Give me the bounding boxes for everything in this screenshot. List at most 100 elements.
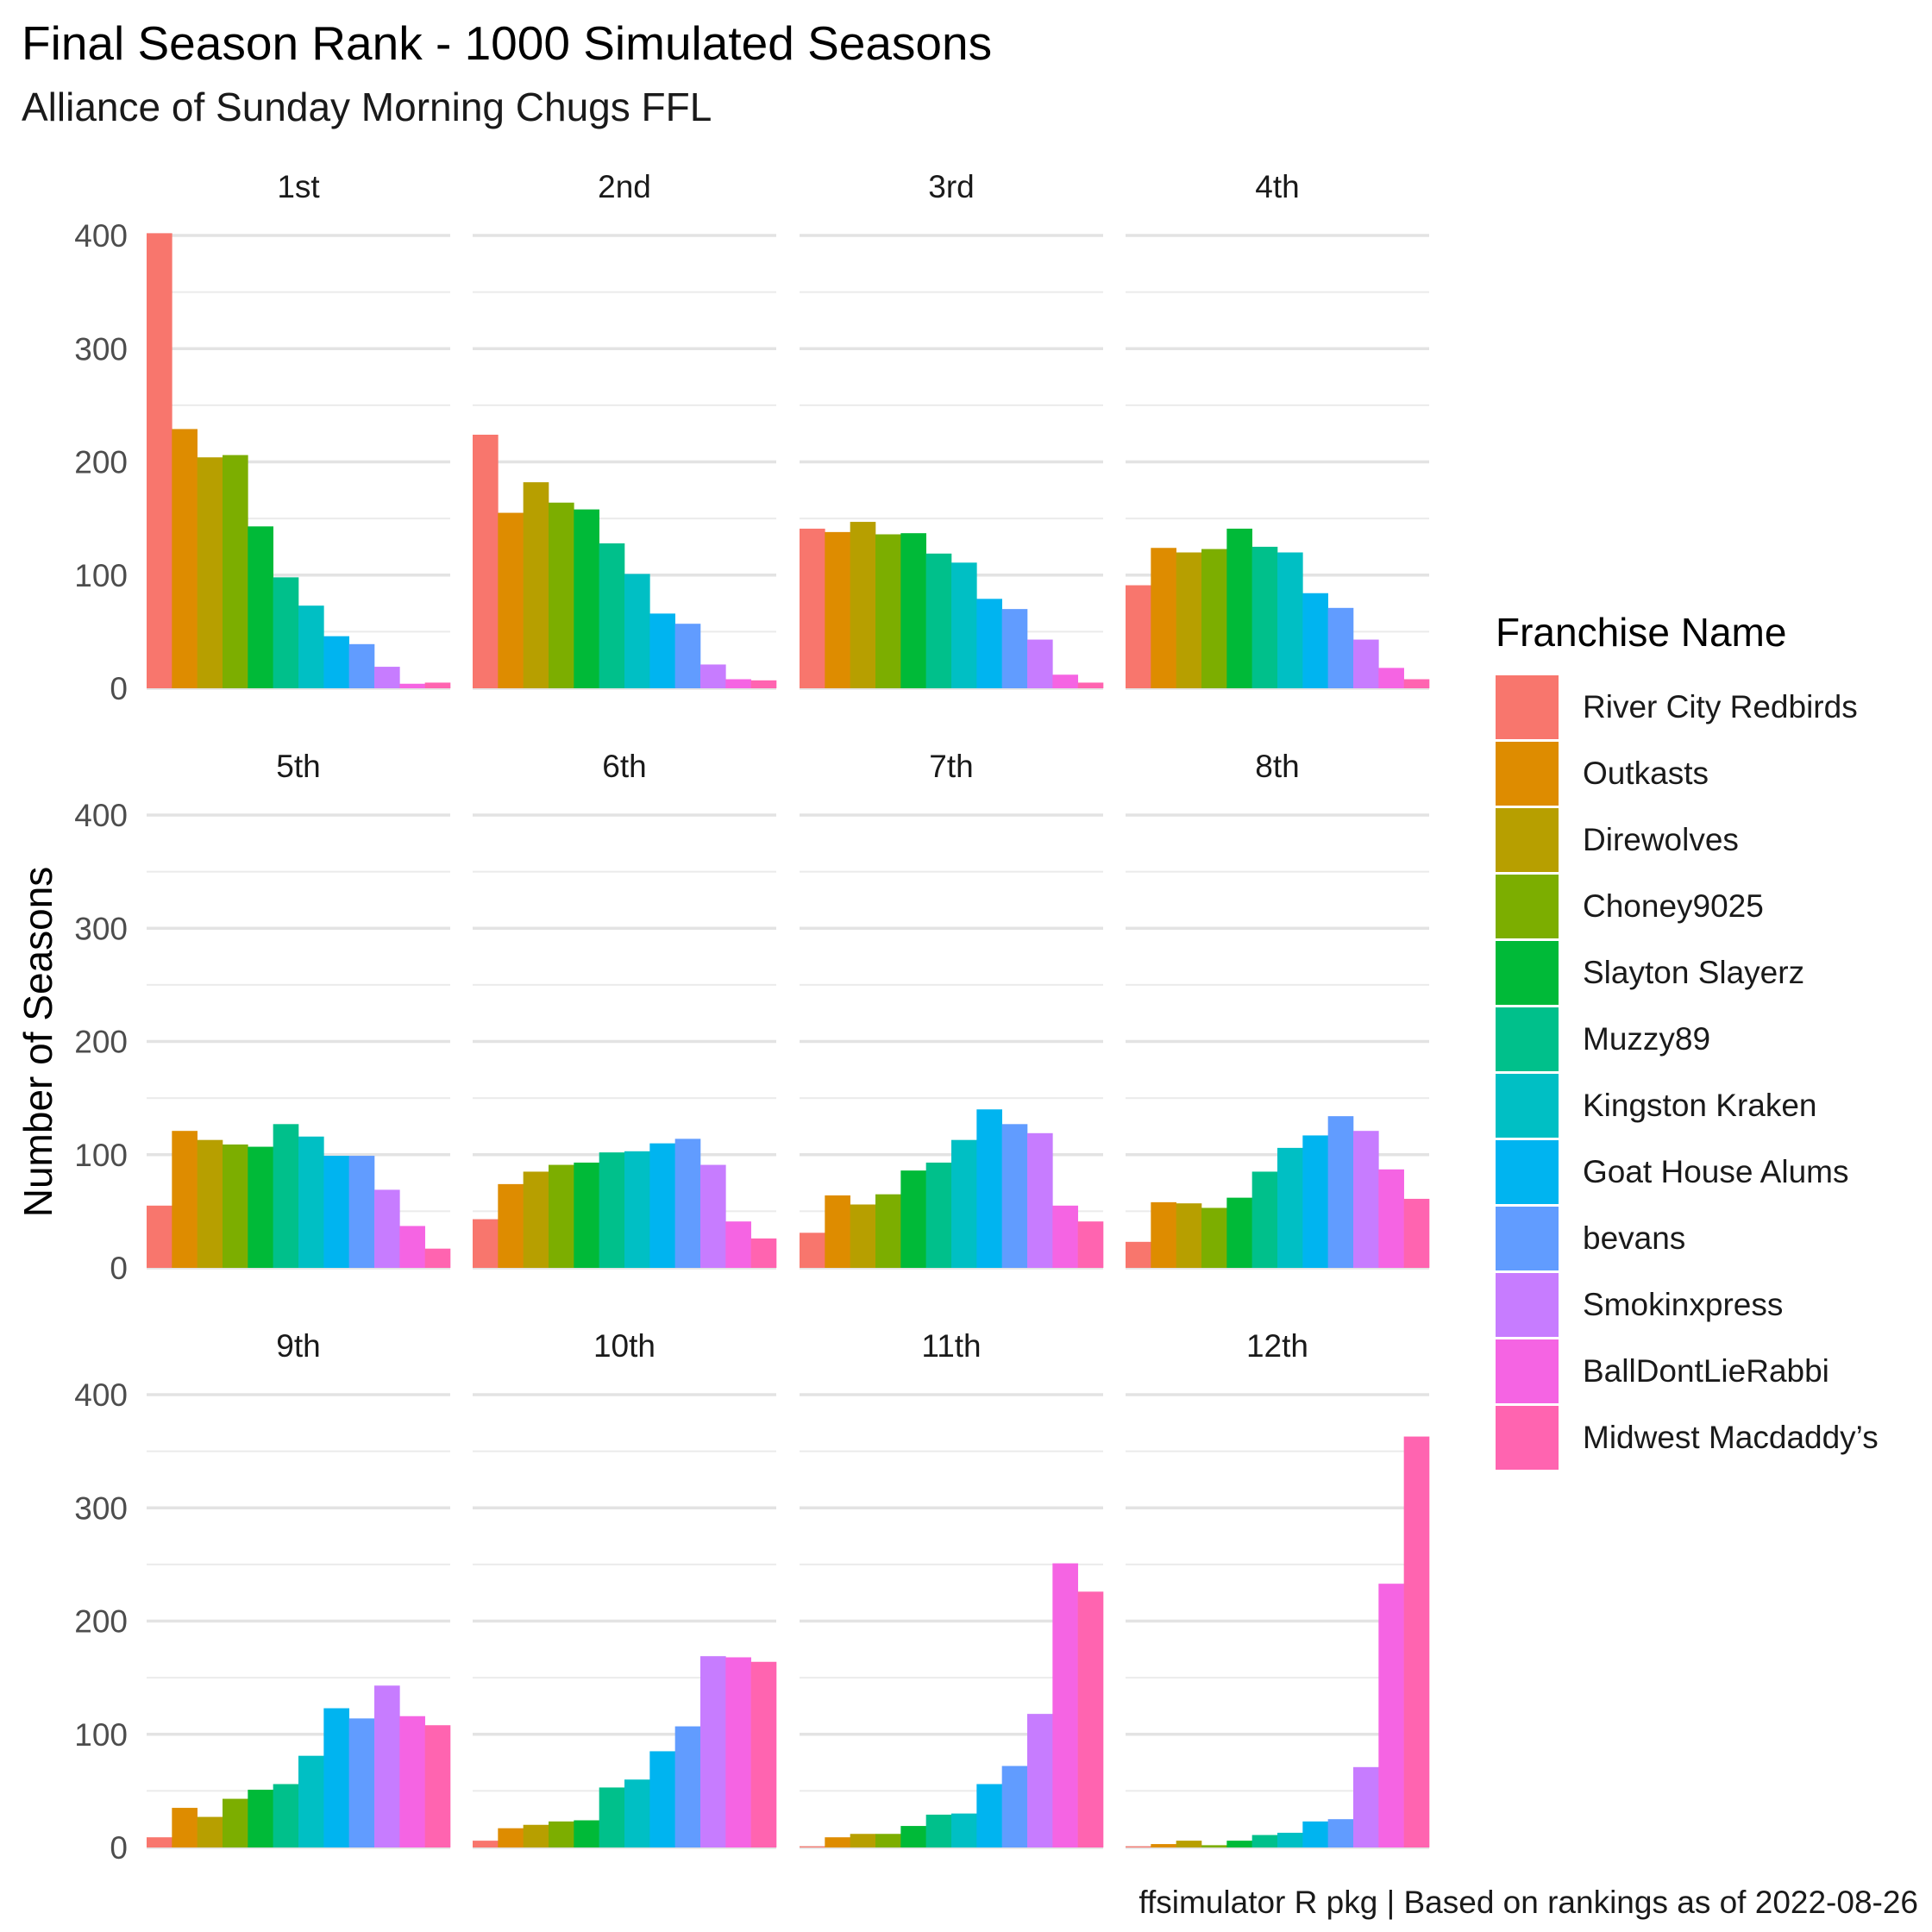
bar: [298, 1136, 324, 1268]
facet-label: 7th: [929, 749, 973, 784]
bar: [1176, 552, 1202, 688]
bar: [875, 534, 901, 688]
y-tick-label: 200: [74, 1025, 128, 1060]
bar: [574, 1162, 599, 1268]
bar: [1176, 1203, 1202, 1268]
bar: [1126, 1241, 1151, 1268]
bar: [1077, 1591, 1104, 1847]
bar: [649, 613, 675, 688]
y-tick-label: 400: [74, 1377, 128, 1413]
bar: [1226, 1841, 1252, 1847]
bar: [800, 528, 825, 688]
bar: [147, 233, 172, 688]
bar: [323, 636, 349, 688]
bar: [800, 1233, 825, 1268]
bar: [624, 1151, 650, 1268]
bar: [473, 1841, 499, 1847]
bar: [498, 512, 524, 688]
bar: [147, 1837, 172, 1847]
legend-item: Choney9025: [1496, 873, 1879, 939]
bar: [1126, 585, 1151, 688]
bar: [1403, 679, 1430, 688]
bar: [298, 605, 324, 688]
bar: [674, 1138, 701, 1268]
legend-key: [1496, 1405, 1559, 1470]
legend-item: Slayton Slayerz: [1496, 939, 1879, 1006]
chart-caption: ffsimulator R pkg | Based on rankings as…: [1138, 1885, 1918, 1920]
bar: [1277, 1832, 1303, 1847]
y-tick-label: 100: [74, 558, 128, 593]
bar: [574, 1820, 599, 1847]
bar: [1378, 1169, 1404, 1268]
bar: [374, 1685, 400, 1847]
chart-title: Final Season Rank - 1000 Simulated Seaso…: [22, 16, 993, 70]
bar: [323, 1708, 349, 1847]
legend-label: Direwolves: [1583, 821, 1739, 857]
bar: [825, 1195, 850, 1268]
bar: [348, 643, 375, 688]
bar: [976, 599, 1002, 688]
bar: [223, 1144, 248, 1268]
bar: [1251, 1171, 1278, 1268]
bar: [498, 1183, 524, 1268]
legend-label: Goat House Alums: [1583, 1153, 1849, 1189]
bar: [348, 1718, 375, 1847]
bar: [374, 1189, 400, 1268]
legend-key: [1496, 1073, 1559, 1138]
legend-key: [1496, 807, 1559, 872]
legend-label: Kingston Kraken: [1583, 1087, 1817, 1123]
bar: [298, 1755, 324, 1847]
bar: [399, 1716, 425, 1847]
bar: [875, 1194, 901, 1268]
bar: [599, 1152, 625, 1268]
bar: [1327, 1819, 1354, 1847]
bar: [424, 1725, 451, 1847]
facet-label: 1st: [277, 169, 320, 204]
bar: [1001, 609, 1028, 688]
bar: [1077, 682, 1104, 688]
bar: [1403, 1198, 1430, 1268]
legend-label: Outkasts: [1583, 755, 1709, 791]
bar: [674, 1726, 701, 1847]
legend-item: Outkasts: [1496, 740, 1879, 806]
y-tick-label: 300: [74, 1490, 128, 1526]
y-tick-label: 200: [74, 1604, 128, 1640]
facet-label: 4th: [1255, 169, 1299, 204]
bar: [1027, 1132, 1053, 1268]
bar: [1151, 1201, 1176, 1268]
bar: [197, 1816, 223, 1847]
legend-title: Franchise Name: [1496, 610, 1787, 655]
bar: [1201, 549, 1227, 688]
legend-item: Direwolves: [1496, 806, 1879, 873]
bar: [925, 1814, 952, 1847]
bar: [1052, 1205, 1078, 1268]
legend-key: [1496, 1206, 1559, 1270]
bar: [399, 1226, 425, 1268]
bar: [951, 1813, 977, 1847]
bar: [875, 1834, 901, 1847]
bar: [925, 1162, 952, 1268]
y-tick-label: 100: [74, 1138, 128, 1173]
bar: [1052, 1563, 1078, 1847]
legend-key: [1496, 874, 1559, 938]
legend-item: Smokinxpress: [1496, 1271, 1879, 1338]
bar: [473, 1219, 499, 1268]
y-tick-label: 0: [110, 1830, 128, 1866]
legend-item: Goat House Alums: [1496, 1138, 1879, 1205]
bar: [1027, 1714, 1053, 1847]
legend-label: Midwest Macdaddy’s: [1583, 1419, 1879, 1455]
y-tick-label: 200: [74, 445, 128, 480]
y-tick-label: 300: [74, 331, 128, 367]
bar: [700, 664, 726, 688]
bar: [498, 1828, 524, 1847]
legend-item: Midwest Macdaddy’s: [1496, 1404, 1879, 1471]
bar: [1277, 552, 1303, 688]
bar: [700, 1656, 726, 1847]
bar: [248, 1790, 273, 1847]
facet-label: 9th: [276, 1328, 320, 1364]
bar: [599, 543, 625, 688]
y-tick-label: 400: [74, 798, 128, 833]
bar: [850, 1204, 876, 1268]
legend-label: bevans: [1583, 1220, 1686, 1256]
